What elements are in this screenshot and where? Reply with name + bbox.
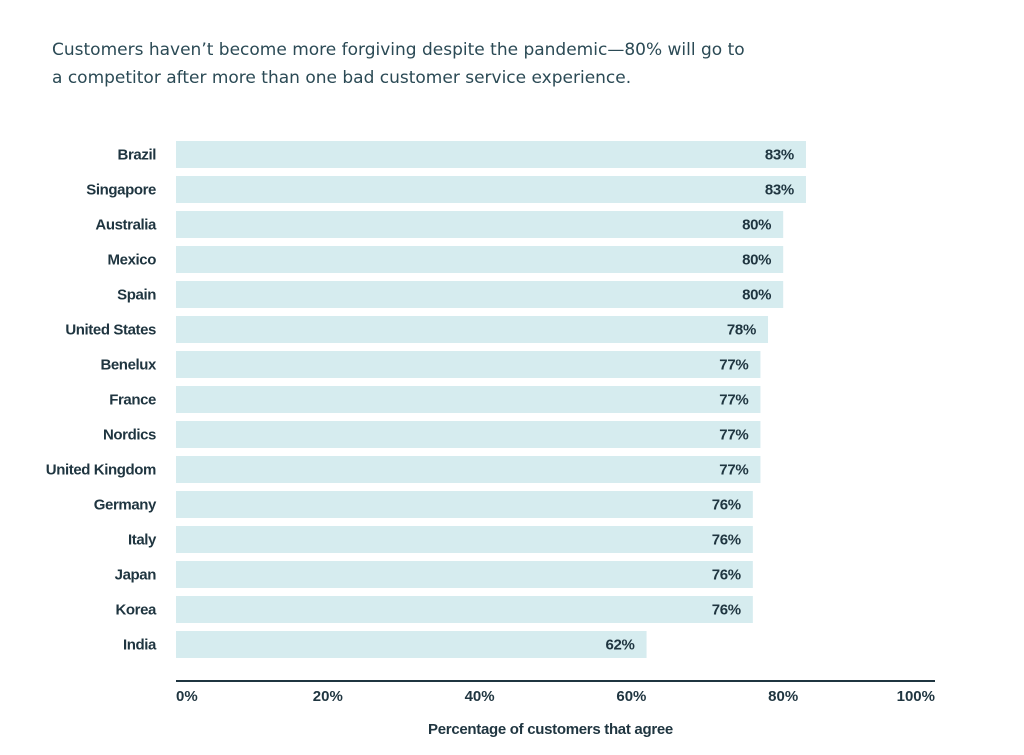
bar	[176, 176, 806, 203]
value-label: 62%	[605, 637, 634, 654]
bar	[176, 596, 753, 623]
value-label: 77%	[719, 462, 748, 479]
value-label: 80%	[742, 287, 771, 304]
bars-layer	[176, 141, 806, 658]
bar	[176, 386, 761, 413]
bar	[176, 211, 784, 238]
tick-label: 20%	[313, 688, 343, 705]
category-label: Brazil	[118, 147, 157, 164]
x-axis-title: Percentage of customers that agree	[428, 721, 673, 738]
category-label: Benelux	[100, 357, 157, 374]
chart-title: Customers haven’t become more forgiving …	[52, 40, 745, 88]
value-label: 76%	[712, 567, 741, 584]
category-label: Korea	[115, 602, 157, 619]
x-axis-ticks: 0% 20% 40% 60% 80% 100%	[176, 688, 935, 705]
tick-label: 0%	[176, 688, 198, 705]
category-label: United States	[65, 322, 156, 339]
category-label: Nordics	[103, 427, 156, 444]
tick-label: 100%	[897, 688, 935, 705]
category-label: India	[123, 637, 157, 654]
tick-label: 40%	[465, 688, 495, 705]
category-label: Spain	[117, 287, 156, 304]
category-label: Singapore	[86, 182, 156, 199]
tick-label: 80%	[768, 688, 798, 705]
value-label: 77%	[719, 392, 748, 409]
value-label: 76%	[712, 497, 741, 514]
value-label: 83%	[765, 147, 794, 164]
category-label: Germany	[94, 497, 157, 514]
value-labels: 83% 83% 80% 80% 80% 78% 77% 77% 77% 77% 76% 76% 76% 7…	[605, 147, 794, 654]
bar	[176, 421, 761, 448]
bar	[176, 561, 753, 588]
value-label: 78%	[727, 322, 756, 339]
bar	[176, 526, 753, 553]
value-label: 80%	[742, 217, 771, 234]
bar	[176, 631, 647, 658]
value-label: 83%	[765, 182, 794, 199]
tick-label: 60%	[616, 688, 646, 705]
category-labels: Brazil Singapore Australia Mexico Spain Unite…	[46, 147, 158, 654]
value-label: 76%	[712, 532, 741, 549]
bar	[176, 281, 784, 308]
bar	[176, 141, 806, 168]
value-label: 80%	[742, 252, 771, 269]
category-label: Australia	[95, 217, 157, 234]
category-label: Japan	[115, 567, 157, 584]
category-label: Italy	[128, 532, 157, 549]
value-label: 77%	[719, 357, 748, 374]
bar	[176, 316, 769, 343]
bar	[176, 456, 761, 483]
value-label: 76%	[712, 602, 741, 619]
category-label: Mexico	[108, 252, 157, 269]
category-label: France	[109, 392, 156, 409]
category-label: United Kingdom	[46, 462, 156, 479]
bar	[176, 491, 753, 518]
bar	[176, 351, 761, 378]
bar	[176, 246, 784, 273]
value-label: 77%	[719, 427, 748, 444]
